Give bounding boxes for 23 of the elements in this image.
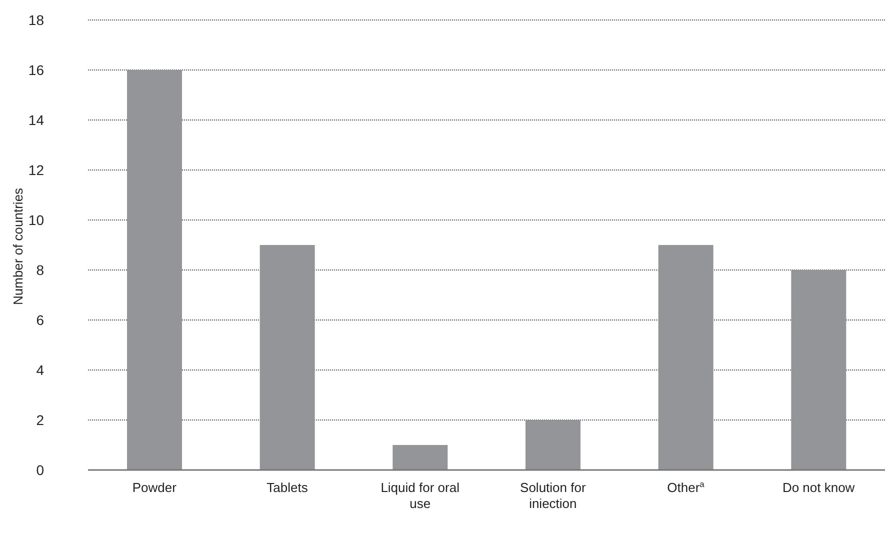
- y-tick-label: 10: [28, 212, 44, 228]
- x-tick-label: Liquid for oral use: [380, 480, 460, 511]
- bar: [658, 245, 714, 470]
- x-tick-label: Other$^{a}$: [667, 479, 705, 495]
- y-tick-label: 0: [36, 462, 44, 478]
- y-axis-title: Number of countries: [10, 187, 26, 305]
- y-tick-label: 8: [36, 262, 44, 278]
- y-tick-label: 12: [28, 162, 44, 178]
- y-tick-label: 2: [36, 412, 44, 428]
- bar: [260, 245, 315, 470]
- bar: [791, 270, 846, 470]
- bar: [392, 445, 448, 470]
- x-tick-label: Powder: [132, 480, 178, 495]
- bar: [127, 70, 182, 470]
- x-tick-label: Solution for iniection: [520, 480, 586, 511]
- y-tick-label: 6: [36, 312, 44, 328]
- y-tick-label: 16: [28, 62, 44, 78]
- y-tick-label: 14: [28, 112, 44, 128]
- y-tick-label: 18: [28, 12, 44, 28]
- bar: [526, 420, 580, 470]
- x-tick-label: Do not know: [782, 480, 856, 495]
- y-tick-label: 4: [36, 362, 44, 378]
- x-tick-label: Tablets: [266, 480, 308, 495]
